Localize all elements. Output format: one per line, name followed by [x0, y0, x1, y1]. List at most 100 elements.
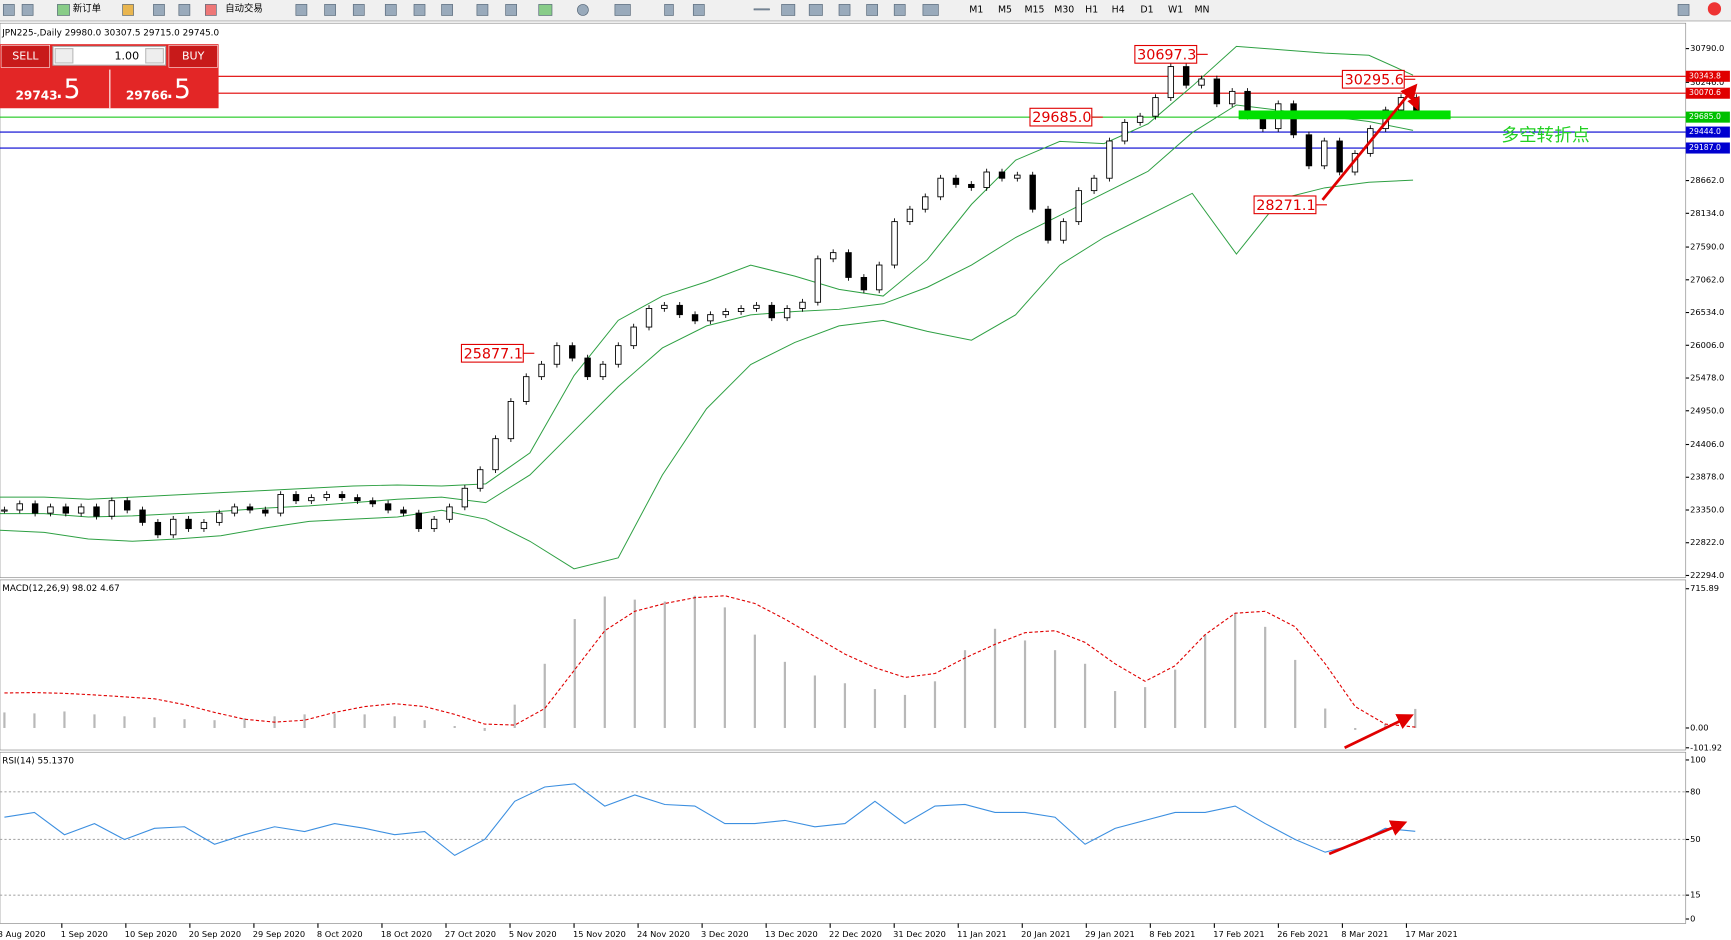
lot-down[interactable]: [54, 48, 74, 64]
timeframe-button[interactable]: M15: [1024, 4, 1044, 15]
auto-trading-button[interactable]: 自动交易: [225, 2, 263, 14]
icon[interactable]: [352, 4, 365, 16]
candle-body: [906, 208, 914, 223]
icon[interactable]: [384, 4, 397, 16]
rsi-label: RSI(14) 55.1370: [2, 757, 74, 767]
x-tick-label: 29 Jan 2021: [1085, 929, 1135, 939]
candle-body: [998, 171, 1006, 179]
x-tick-label: 11 Jan 2021: [957, 929, 1007, 939]
icon[interactable]: [2, 4, 15, 16]
notification-icon[interactable]: [1707, 2, 1722, 16]
lot-value[interactable]: 1.00: [115, 49, 140, 62]
icon[interactable]: [922, 4, 939, 16]
candle-body: [200, 521, 208, 530]
macd-bar: [843, 683, 847, 728]
candle-body: [523, 376, 530, 402]
icon[interactable]: [893, 4, 906, 16]
icon[interactable]: [866, 4, 878, 16]
icon[interactable]: [505, 4, 517, 16]
macd-bar: [3, 712, 6, 728]
buy-price[interactable]: 29766: [126, 89, 168, 103]
candle-body: [16, 503, 23, 511]
timeframe-button[interactable]: D1: [1140, 4, 1153, 15]
y-tick-label: 30790.0: [1690, 43, 1724, 53]
annotation-label: 28271.1: [1256, 198, 1315, 214]
sell-fraction[interactable]: .5: [55, 74, 80, 105]
lot-up[interactable]: [145, 48, 164, 64]
lot-input[interactable]: [52, 45, 167, 66]
icon[interactable]: [664, 4, 674, 16]
icon[interactable]: [413, 4, 426, 16]
rsi-arrow: [1328, 820, 1408, 856]
candle-body: [1321, 140, 1328, 167]
x-tick-label: 17 Mar 2021: [1405, 929, 1457, 939]
icon[interactable]: [538, 4, 553, 16]
candle-body: [216, 512, 223, 523]
icon[interactable]: [122, 4, 134, 16]
timeframe-button[interactable]: W1: [1168, 4, 1183, 15]
icon[interactable]: [838, 4, 851, 16]
candle-body: [1044, 208, 1052, 241]
candle-body: [968, 183, 975, 188]
candle-body: [753, 304, 760, 309]
candle-body: [77, 506, 85, 514]
icon[interactable]: [781, 4, 796, 16]
timeframe-button[interactable]: H1: [1085, 4, 1098, 15]
candle-body: [1229, 90, 1236, 105]
icon[interactable]: [577, 4, 589, 16]
candle-body: [507, 401, 515, 440]
buy-fraction[interactable]: .5: [166, 74, 191, 105]
new-order-icon[interactable]: [57, 4, 70, 16]
icon[interactable]: [153, 4, 165, 16]
candle-body: [1060, 221, 1067, 241]
icon[interactable]: [324, 4, 336, 16]
new-order-button[interactable]: 新订单: [73, 2, 101, 14]
sell-price[interactable]: 29743: [15, 89, 57, 103]
icon[interactable]: [476, 4, 489, 16]
y-tick-label: 23350.0: [1690, 504, 1724, 514]
sell-label[interactable]: SELL: [12, 49, 39, 62]
macd-bar: [423, 720, 426, 728]
icon[interactable]: [21, 4, 34, 16]
candle-body: [108, 500, 116, 517]
icon[interactable]: [753, 8, 770, 11]
small-arrow: [1407, 94, 1420, 111]
candle-body: [123, 500, 131, 511]
icon[interactable]: [692, 4, 705, 16]
candle-body: [630, 326, 637, 347]
sell-button[interactable]: [0, 45, 50, 68]
icon[interactable]: [614, 4, 631, 16]
search-icon[interactable]: [1677, 4, 1690, 16]
candle-body: [722, 311, 729, 316]
icon[interactable]: [808, 4, 823, 16]
icon[interactable]: [295, 4, 308, 16]
buy-button[interactable]: [168, 45, 218, 68]
macd-bar: [1204, 634, 1207, 728]
macd-bar: [93, 714, 96, 728]
candle-body: [569, 345, 576, 359]
macd-bar: [1354, 727, 1357, 730]
macd-signal: [4, 595, 1416, 728]
timeframe-button[interactable]: M30: [1054, 4, 1074, 15]
timeframe-button[interactable]: MN: [1194, 4, 1209, 15]
buy-label[interactable]: BUY: [182, 49, 205, 62]
auto-trading-icon[interactable]: [205, 4, 217, 16]
rsi-plot: [0, 783, 1686, 896]
macd-bar: [63, 711, 66, 728]
macd-bar: [603, 596, 606, 728]
rsi-tick-label: 0: [1690, 914, 1695, 924]
timeframe-button[interactable]: H4: [1112, 4, 1125, 15]
timeframe-button[interactable]: M5: [998, 4, 1012, 15]
candle-body: [277, 494, 284, 514]
annotation-text: 多空转折点: [1501, 125, 1589, 146]
icon[interactable]: [441, 4, 453, 16]
y-tick-label: 22822.0: [1690, 537, 1724, 547]
macd-bar: [213, 720, 216, 728]
y-tick-label: 28662.0: [1690, 175, 1724, 185]
price-plot: [0, 45, 1420, 570]
candle-body: [860, 276, 868, 291]
icon[interactable]: [178, 4, 191, 16]
macd-tick-label: -101.92: [1690, 742, 1722, 752]
y-tick-label: 22294.0: [1690, 570, 1724, 580]
timeframe-button[interactable]: M1: [969, 4, 983, 15]
